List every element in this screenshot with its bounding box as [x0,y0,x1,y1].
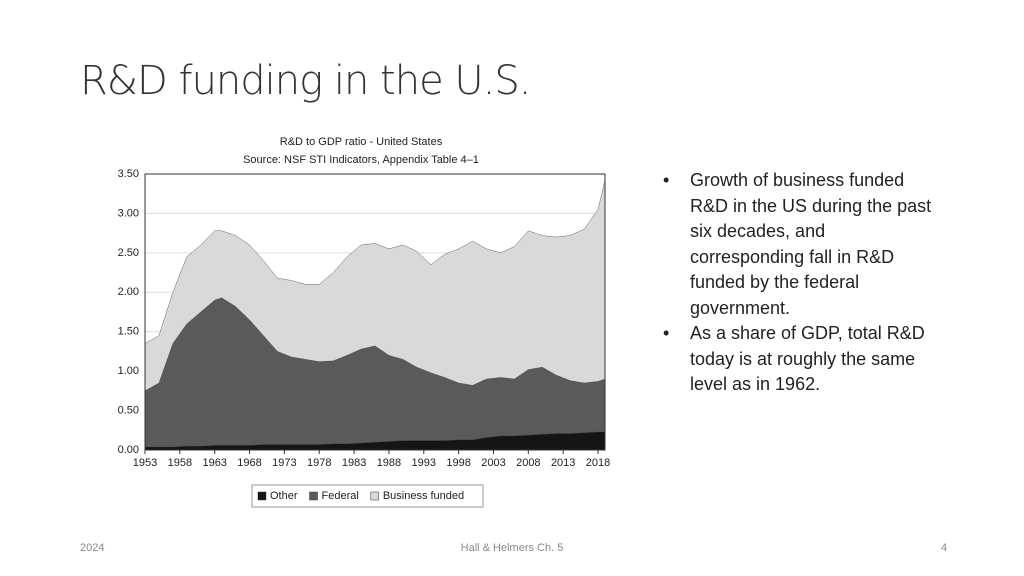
y-tick-label: 0.00 [118,444,139,456]
legend-swatch [370,491,380,501]
footer-date: 2024 [80,542,105,554]
legend-label: Other [270,490,298,502]
x-tick-label: 1983 [342,457,366,469]
chart-title: R&D to GDP ratio - United States [280,136,443,148]
legend-swatch [309,491,318,501]
x-tick-label: 1953 [133,457,157,469]
x-tick-label: 1988 [377,457,401,469]
x-tick-label: 1978 [307,457,331,469]
x-tick-label: 2008 [516,457,540,469]
x-tick-label: 1958 [168,457,192,469]
y-tick-label: 2.00 [118,286,139,298]
y-tick-label: 2.50 [118,247,139,259]
y-tick-label: 3.50 [118,168,139,180]
legend-label: Federal [322,490,359,502]
x-tick-label: 2013 [551,457,575,469]
legend-box [251,484,484,508]
x-tick-label: 1993 [412,457,436,469]
bullet: Growth of business funded R&D in the US … [663,168,933,321]
y-tick-label: 1.00 [118,365,139,377]
x-tick-label: 2018 [586,457,610,469]
footer-center: Hall & Helmers Ch. 5 [460,542,564,554]
x-tick-label: 1963 [202,457,226,469]
legend-label: Business funded [383,490,464,502]
x-tick-label: 1968 [237,457,261,469]
slide-title: R&D funding in the U.S. [80,58,531,104]
x-tick-label: 1998 [446,457,470,469]
chart-subtitle: Source: NSF STI Indicators, Appendix Tab… [243,154,479,166]
bullet-list: Growth of business funded R&D in the US … [663,168,933,398]
plot-frame [144,173,606,451]
x-tick-label: 1973 [272,457,296,469]
legend-swatch [257,491,267,501]
bullet: As a share of GDP, total R&D today is at… [663,321,933,398]
page-number: 4 [941,542,948,554]
y-tick-label: 0.50 [118,404,139,416]
y-tick-label: 3.00 [118,207,139,219]
y-tick-label: 1.50 [118,326,139,338]
x-tick-label: 2003 [481,457,505,469]
